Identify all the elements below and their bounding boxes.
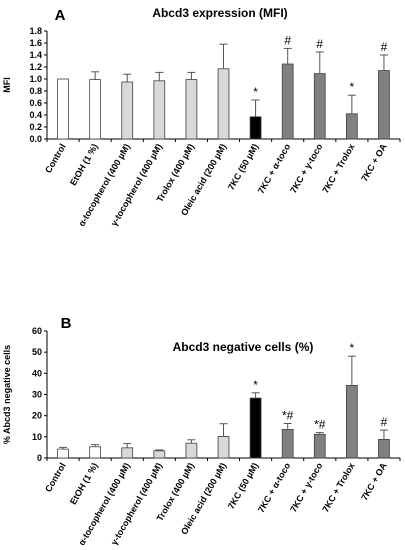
chart-b-title: Abcd3 negative cells (%)	[173, 340, 314, 354]
chart-b-y-tick-label: 40	[32, 368, 42, 378]
chart-b-bar	[89, 446, 101, 459]
chart-b: B Abcd3 negative cells (%) % Abcd3 negativ…	[2, 315, 401, 547]
chart-b-panel-label: B	[61, 315, 72, 332]
chart-b-y-axis-label: % Abcd3 negative cells	[2, 345, 12, 444]
chart-b-category-label: 7KC (50 µM)	[226, 461, 261, 511]
chart-a-category-label: Control	[43, 142, 68, 175]
chart-a-y-tick-label: 1.8	[29, 26, 42, 36]
chart-a-y-axis-label: MFI	[2, 77, 12, 93]
chart-a-category-label: 7KC + α-toco	[256, 142, 293, 196]
chart-b-significance-label: *#	[314, 418, 326, 432]
chart-a: A Abcd3 expression (MFI) MFI 0.0 0.2 0.4 0.6 0.…	[2, 6, 401, 228]
chart-b-bar	[57, 448, 69, 459]
chart-b-category-label: 7KC + OA	[359, 461, 389, 503]
chart-a-y-tick-label: 0.8	[29, 86, 42, 96]
chart-a-bar	[153, 80, 166, 140]
chart-a-bar	[249, 116, 262, 140]
chart-a-y-tick-label: 1.4	[29, 50, 42, 60]
chart-b-category-label: 7KC + γ-toco	[288, 461, 325, 514]
chart-b-y-tick-label: 10	[32, 432, 42, 442]
chart-a-y-tick-label: 0.6	[29, 98, 42, 108]
chart-a-y-tick-label: 0.2	[29, 122, 42, 132]
chart-a-bar	[57, 78, 69, 140]
chart-a-bar	[185, 79, 198, 140]
chart-a-category-label: EtOH (1 %)	[68, 142, 100, 187]
chart-a-y-tick-label: 1.6	[29, 38, 42, 48]
chart-b-y-tick-label: 50	[32, 347, 42, 357]
chart-b-bar	[153, 450, 166, 459]
chart-b-bar	[281, 429, 294, 459]
chart-b-category-label: Control	[43, 461, 68, 494]
chart-b-y-tick-label: 30	[32, 390, 42, 400]
chart-a-significance-label: *	[350, 80, 355, 94]
chart-b-bar	[313, 433, 326, 459]
chart-b-y-tick-label: 0	[37, 453, 42, 463]
chart-b-bar	[185, 442, 198, 459]
chart-a-y-tick-label: 0.0	[29, 134, 42, 144]
chart-a-significance-label: #	[284, 33, 291, 47]
chart-a-panel-label: A	[55, 7, 66, 24]
chart-b-y-tick-label: 20	[32, 411, 42, 421]
chart-b-bar	[121, 447, 134, 459]
chart-a-title: Abcd3 expression (MFI)	[152, 6, 287, 20]
chart-a-bar	[281, 63, 294, 140]
chart-b-significance-label: *	[253, 378, 258, 392]
chart-b-y-tick-label: 60	[32, 326, 42, 336]
chart-b-category-label: 7KC + α-toco	[256, 461, 293, 515]
chart-a-bar	[313, 73, 326, 140]
chart-a-significance-label: #	[316, 37, 323, 51]
chart-a-category-label: 7KC + γ-toco	[288, 142, 325, 195]
chart-a-significance-label: *	[253, 85, 258, 99]
chart-b-bar	[378, 438, 390, 459]
chart-a-bar	[378, 70, 390, 140]
chart-a-bar	[346, 113, 358, 140]
chart-a-category-label: 7KC (50 µM)	[226, 142, 261, 192]
chart-a-category-label: 7KC + OA	[359, 142, 389, 184]
chart-a-bar	[121, 81, 134, 140]
chart-a-category-label: 7KC + Trolox	[320, 142, 356, 195]
chart-a-y-tick-label: 0.4	[29, 110, 42, 120]
chart-a-bar	[89, 79, 101, 140]
chart-a-y-tick-label: 1.2	[29, 62, 42, 72]
chart-b-significance-label: *#	[282, 408, 294, 422]
chart-a-bar	[217, 68, 230, 140]
chart-b-category-label: 7KC + Trolox	[320, 461, 356, 514]
chart-b-bar	[217, 436, 230, 459]
chart-b-bar	[346, 384, 358, 459]
chart-b-significance-label: #	[381, 415, 388, 429]
chart-a-y-tick-label: 1.0	[29, 74, 42, 84]
chart-b-significance-label: *	[350, 341, 355, 355]
chart-b-bar	[249, 397, 262, 459]
chart-b-category-label: EtOH (1 %)	[68, 461, 100, 506]
chart-a-significance-label: #	[381, 40, 388, 54]
